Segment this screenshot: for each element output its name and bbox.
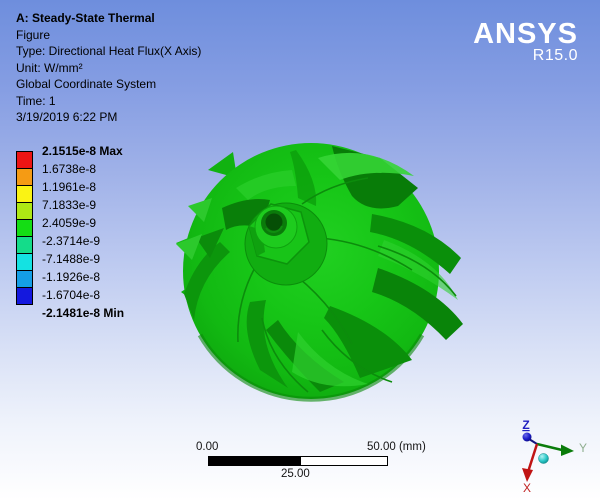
triad-x-label[interactable]: X [523, 481, 531, 495]
legend-value: -7.1488e-9 [42, 252, 101, 266]
impeller-rim-shadow [197, 333, 425, 402]
impeller-blade-highlight [318, 152, 414, 180]
triad-origin-ball[interactable] [538, 453, 549, 464]
impeller-blade-tip [208, 152, 237, 178]
impeller-model[interactable] [176, 143, 463, 402]
result-line-coordinate-system: Global Coordinate System [16, 77, 157, 91]
view-triad[interactable]: Z Y X [522, 418, 587, 495]
legend-color-block [16, 151, 33, 169]
impeller-blade-shadow [184, 242, 230, 320]
legend-color-block [16, 253, 33, 271]
legend-value: 2.4059e-9 [42, 216, 97, 230]
legend-color-block [16, 168, 33, 186]
triad-y-axis[interactable] [536, 442, 563, 452]
impeller-blade-shadow [290, 150, 317, 206]
triad-y-arrowhead[interactable] [561, 444, 574, 457]
legend-value: 7.1833e-9 [42, 198, 97, 212]
result-line-time: Time: 1 [16, 93, 56, 108]
legend-color-block [16, 219, 33, 237]
impeller-blade-highlight [176, 234, 202, 260]
legend-value-min: -2.1481e-8 Min [42, 306, 125, 320]
ansys-logo: ANSYS R15.0 [473, 20, 578, 64]
result-line-unit: Unit: W/mm² [16, 60, 83, 75]
impeller-blade-highlight [188, 198, 212, 222]
legend-value: -1.1926e-8 [42, 270, 101, 284]
impeller-bore-glint [265, 225, 283, 233]
triad-x-axis[interactable] [526, 443, 539, 473]
legend-value: 1.1961e-8 [42, 180, 97, 194]
legend-value: 1.6738e-8 [42, 162, 97, 176]
ansys-logo-brand: ANSYS [473, 18, 578, 50]
impeller-blade-highlight [236, 170, 296, 200]
legend-value-max: 2.1515e-8 Max [42, 144, 123, 158]
ansys-logo-version: R15.0 [532, 47, 578, 64]
impeller-blade-shadow [324, 306, 412, 378]
triad-x-arrowhead[interactable] [522, 468, 533, 482]
impeller-bore-hole [265, 213, 283, 231]
legend-value: -2.3714e-9 [42, 234, 101, 248]
ruler-segment-black [208, 456, 301, 466]
ruler-end-label: 50.00 (mm) [367, 441, 426, 453]
impeller-blade-shadow [370, 214, 461, 274]
result-line-figure: Figure [16, 27, 51, 42]
legend-color-block [16, 270, 33, 288]
triad-z-label[interactable]: Z [522, 418, 529, 432]
triad-y-label[interactable]: Y [579, 441, 587, 455]
legend-color-block [16, 185, 33, 203]
ruler-start-label: 0.00 [196, 441, 219, 453]
legend-value: -1.6704e-8 [42, 288, 101, 302]
legend-color-block [16, 287, 33, 305]
legend-color-block [16, 236, 33, 254]
impeller-blade-highlight [378, 240, 458, 300]
legend-color-bar [16, 151, 33, 305]
result-line-timestamp: 3/19/2019 6:22 PM [16, 110, 118, 124]
impeller-blade-shadow [196, 228, 224, 258]
ruler-mid-label: 25.00 [281, 468, 310, 480]
result-info-block: A: Steady-State Thermal Figure Type: Dir… [16, 10, 201, 126]
legend-color-block [16, 202, 33, 220]
analysis-title: A: Steady-State Thermal [16, 11, 155, 25]
ruler-segment-white [300, 456, 388, 466]
triad-z-ball[interactable] [522, 432, 532, 442]
impeller-blade-shadow [246, 300, 288, 388]
result-line-type: Type: Directional Heat Flux(X Axis) [16, 44, 202, 58]
impeller-blade-shadow [372, 268, 463, 340]
impeller-blade-highlight [292, 332, 368, 387]
